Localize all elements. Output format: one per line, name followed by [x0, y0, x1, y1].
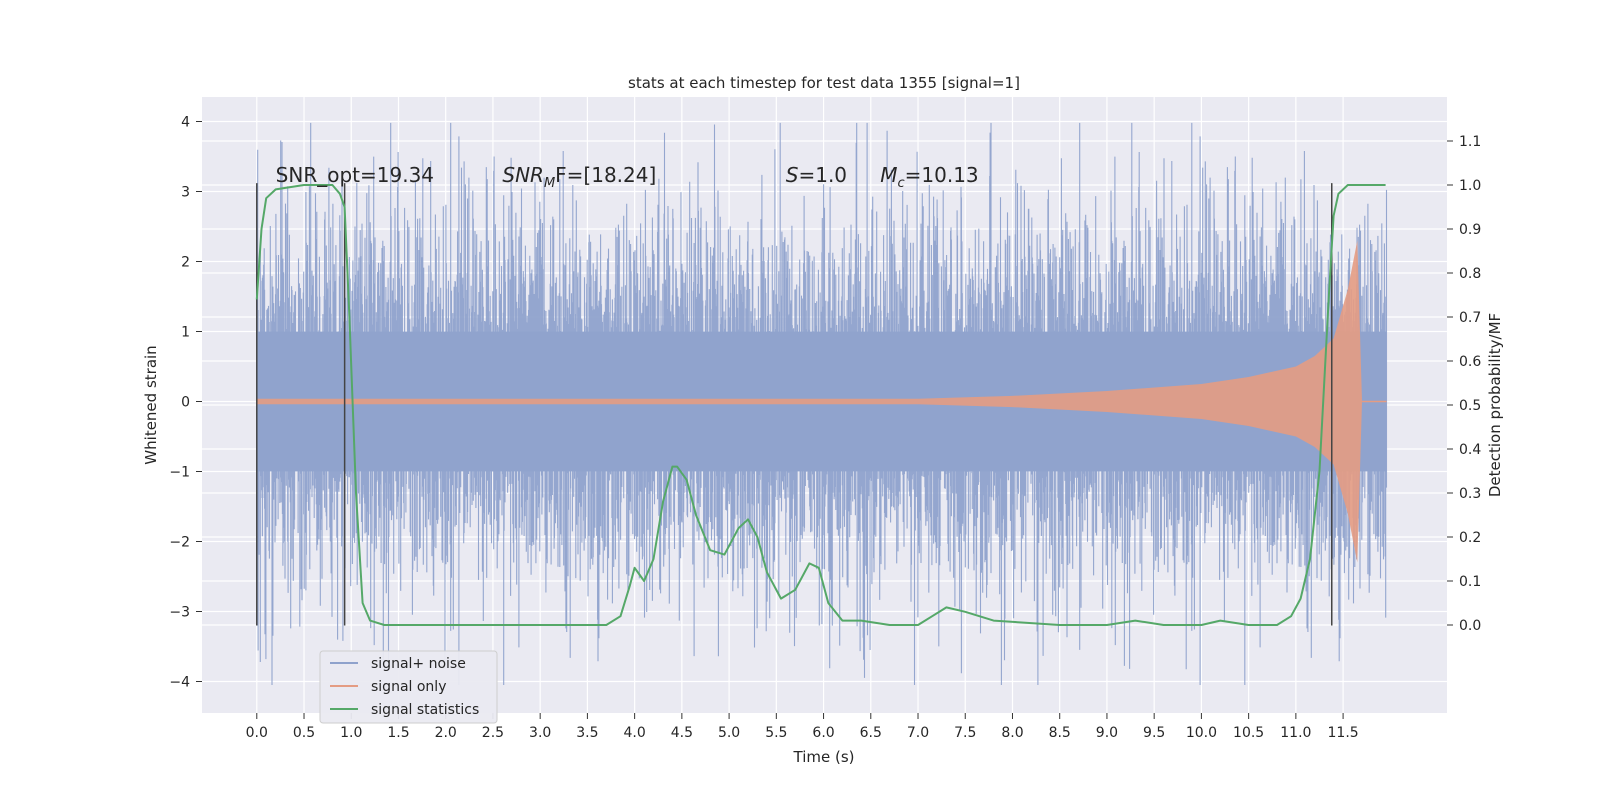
signal-only-envelope: [256, 240, 1362, 563]
x-tick-label: 7.5: [954, 725, 976, 741]
y-right-tick-label: 1.0: [1459, 178, 1481, 194]
x-tick-label: 6.5: [860, 725, 882, 741]
x-tick-label: 9.5: [1143, 725, 1165, 741]
signal-statistics-line: [255, 184, 1386, 626]
y-right-tick-label: 0.8: [1459, 266, 1481, 282]
annotations: SNR_opt=19.34 SNRMF=[18.24] S=1.0 Mc=10.13: [276, 163, 979, 191]
x-tick-label: 2.5: [482, 725, 504, 741]
y-left-tick-label: −2: [169, 535, 190, 551]
y-right-tick-label: 0.0: [1459, 618, 1481, 634]
x-tick-label: 6.0: [812, 725, 834, 741]
x-tick-label: 7.0: [907, 725, 929, 741]
x-tick-label: 5.5: [765, 725, 787, 741]
y-left-tick-label: 1: [181, 325, 190, 341]
x-tick-label: 9.0: [1096, 725, 1118, 741]
annotation-0: SNR_opt=19.34: [276, 163, 434, 187]
x-tick-label: 11.5: [1328, 725, 1359, 741]
x-tick-label: 10.5: [1233, 725, 1264, 741]
legend-label-signal-noise: signal+ noise: [371, 656, 466, 672]
y-left-tick-label: −4: [169, 675, 190, 691]
x-tick-label: 1.5: [387, 725, 409, 741]
y-right-tick-label: 0.9: [1459, 222, 1481, 238]
legend-label-signal-only: signal only: [371, 679, 446, 695]
y-axis-left-ticks: −4 −3 −2 −1 0 1 2 3 4: [169, 115, 202, 691]
y-left-tick-label: 4: [181, 115, 190, 131]
x-tick-label: 11.0: [1280, 725, 1311, 741]
x-tick-label: 1.0: [340, 725, 362, 741]
x-tick-label: 8.5: [1049, 725, 1071, 741]
signal-only-series: [256, 240, 1387, 563]
x-tick-label: 4.5: [671, 725, 693, 741]
x-tick-label: 3.5: [576, 725, 598, 741]
y-left-tick-label: 3: [181, 185, 190, 201]
y-right-tick-label: 0.1: [1459, 574, 1481, 590]
annotation-2: S=1.0: [786, 163, 847, 187]
y-left-tick-label: 2: [181, 255, 190, 271]
y-right-tick-label: 0.7: [1459, 310, 1481, 326]
y-axis-right-label: Detection probability/MF: [1486, 313, 1504, 497]
y-axis-right-ticks: 0.0 0.1 0.2 0.3 0.4 0.5 0.6 0.7 0.8 0.9 1.0 1.1: [1447, 134, 1481, 634]
legend-label-signal-statistics: signal statistics: [371, 702, 479, 718]
annotation-1: SNRMF=[18.24]: [502, 163, 656, 191]
x-tick-label: 5.0: [718, 725, 740, 741]
x-tick-label: 0.5: [293, 725, 315, 741]
x-axis-ticks: 0.0 0.5 1.0 1.5 2.0 2.5 3.0 3.5 4.0 4.5 5.0 5.5 6.0 6…: [246, 713, 1359, 741]
x-tick-label: 8.0: [1001, 725, 1023, 741]
signal-statistics-series: [255, 184, 1386, 626]
y-left-tick-label: −3: [169, 605, 190, 621]
y-right-tick-label: 1.1: [1459, 134, 1481, 150]
x-tick-label: 2.0: [435, 725, 457, 741]
y-right-tick-label: 0.2: [1459, 530, 1481, 546]
y-left-tick-label: −1: [169, 465, 190, 481]
x-tick-label: 4.0: [623, 725, 645, 741]
y-right-tick-label: 0.6: [1459, 354, 1481, 370]
y-axis-left-label: Whitened strain: [142, 345, 160, 464]
y-left-tick-label: 0: [181, 395, 190, 411]
legend-box: [319, 650, 498, 724]
chart-title: stats at each timestep for test data 135…: [628, 74, 1020, 92]
x-tick-label: 3.0: [529, 725, 551, 741]
legend: signal+ noise signal only signal statist…: [319, 650, 498, 724]
y-right-tick-label: 0.5: [1459, 398, 1481, 414]
x-tick-label: 0.0: [246, 725, 268, 741]
y-right-tick-label: 0.3: [1459, 486, 1481, 502]
annotation-3: Mc=10.13: [880, 163, 978, 191]
x-tick-label: 10.0: [1186, 725, 1217, 741]
x-axis-label: Time (s): [793, 748, 855, 766]
y-right-tick-label: 0.4: [1459, 442, 1481, 458]
